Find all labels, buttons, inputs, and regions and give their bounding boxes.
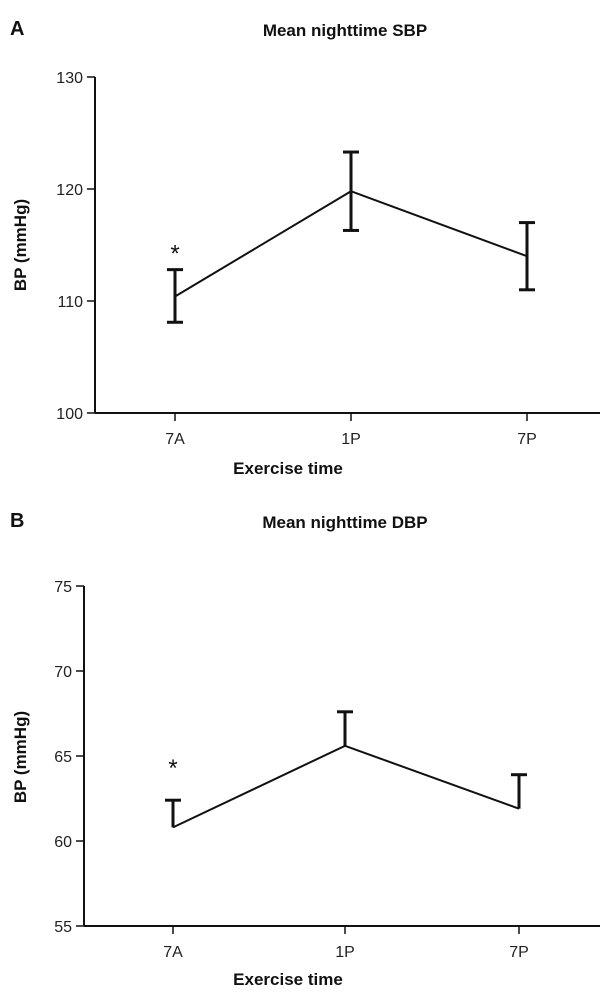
y-axis-label: BP (mmHg): [11, 711, 30, 803]
y-tick-label: 55: [54, 919, 72, 936]
sbp-chart: A Mean nighttime SBP Exercise time BP (m…: [10, 18, 600, 478]
x-tick-label: 7A: [165, 431, 185, 448]
y-tick-label: 100: [56, 406, 83, 423]
chart-panel-a: A Mean nighttime SBP Exercise time BP (m…: [10, 18, 600, 478]
y-tick-label: 110: [57, 294, 83, 311]
panel-letter: B: [10, 510, 24, 532]
plot-area: 100 110 120 130 7A 1P 7P *: [56, 70, 600, 448]
x-tick-label: 1P: [341, 431, 361, 448]
x-tick-label: 1P: [335, 944, 355, 961]
y-axis-label: BP (mmHg): [11, 199, 30, 291]
y-tick-label: 120: [56, 182, 83, 199]
y-tick-label: 130: [56, 70, 83, 87]
panel-letter: A: [10, 18, 24, 40]
y-tick-label: 70: [54, 664, 72, 681]
x-tick-label: 7A: [163, 944, 183, 961]
y-tick-label: 75: [54, 579, 72, 596]
y-tick-label: 65: [54, 749, 72, 766]
series-line: [172, 744, 520, 829]
plot-area: 55 60 65 70 75 7A 1P 7P *: [54, 579, 600, 961]
significance-asterisk: *: [170, 241, 179, 268]
x-axis-label: Exercise time: [233, 459, 343, 478]
chart-panel-b: B Mean nighttime DBP Exercise time BP (m…: [0, 500, 602, 995]
chart-title: Mean nighttime DBP: [262, 513, 427, 532]
x-axis-label: Exercise time: [233, 970, 343, 989]
x-tick-label: 7P: [509, 944, 529, 961]
significance-asterisk: *: [168, 755, 177, 782]
dbp-chart: B Mean nighttime DBP Exercise time BP (m…: [10, 510, 600, 989]
y-tick-label: 60: [54, 834, 72, 851]
x-tick-label: 7P: [517, 431, 537, 448]
chart-title: Mean nighttime SBP: [263, 21, 427, 40]
